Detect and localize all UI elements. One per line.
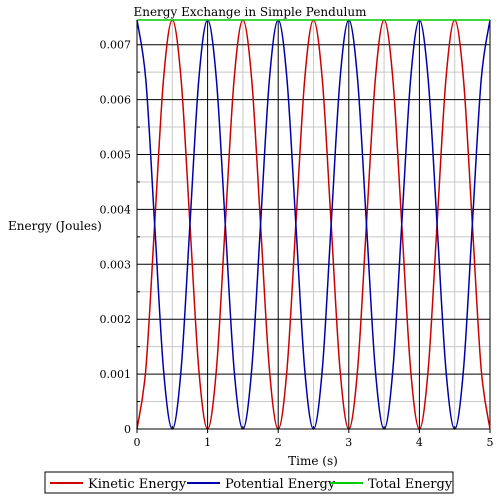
- y-tick-label: 0.005: [100, 149, 132, 162]
- y-tick-label: 0: [124, 423, 131, 436]
- y-tick-label: 0.007: [100, 39, 132, 52]
- x-tick-label: 5: [487, 436, 494, 449]
- legend: Kinetic Energy Potential Energy Total En…: [44, 471, 454, 494]
- y-tick-label: 0.004: [100, 203, 132, 216]
- y-tick-label: 0.006: [100, 94, 132, 107]
- y-tick-label: 0.002: [100, 313, 132, 326]
- x-tick-label: 2: [275, 436, 282, 449]
- tick-labels: 0 0.001 0.002 0.003 0.004 0.005 0.006 0.007 0 1 2 3…: [100, 39, 494, 449]
- y-axis-title: Energy (Joules): [8, 219, 102, 233]
- legend-label-total: Total Energy: [368, 477, 453, 492]
- y-tick-label: 0.001: [100, 368, 132, 381]
- chart-title: Energy Exchange in Simple Pendulum: [133, 5, 367, 19]
- x-tick-label: 1: [204, 436, 211, 449]
- x-tick-label: 0: [134, 436, 141, 449]
- y-tick-label: 0.003: [100, 258, 132, 271]
- legend-label-kinetic: Kinetic Energy: [88, 477, 187, 492]
- x-tick-label: 4: [416, 436, 423, 449]
- x-tick-label: 3: [345, 436, 352, 449]
- x-axis-title: Time (s): [288, 454, 338, 468]
- legend-label-potential: Potential Energy: [225, 477, 336, 492]
- legend-box: [44, 471, 454, 494]
